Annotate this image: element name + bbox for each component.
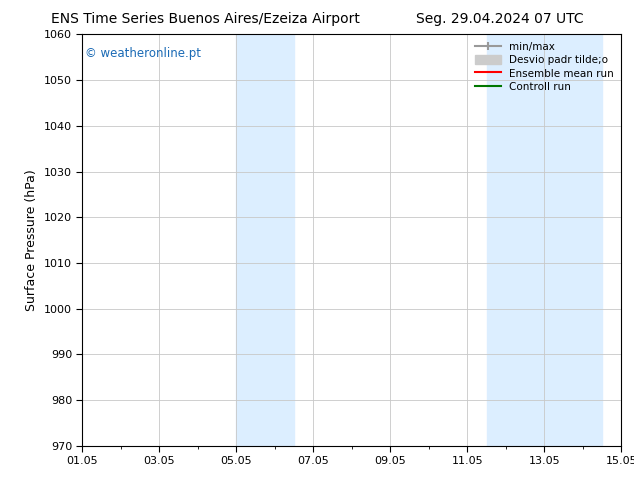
- Text: Seg. 29.04.2024 07 UTC: Seg. 29.04.2024 07 UTC: [416, 12, 583, 26]
- Bar: [487, 34, 602, 446]
- Y-axis label: Surface Pressure (hPa): Surface Pressure (hPa): [25, 169, 38, 311]
- Text: ENS Time Series Buenos Aires/Ezeiza Airport: ENS Time Series Buenos Aires/Ezeiza Airp…: [51, 12, 359, 26]
- Text: © weatheronline.pt: © weatheronline.pt: [85, 47, 201, 60]
- Legend: min/max, Desvio padr tilde;o, Ensemble mean run, Controll run: min/max, Desvio padr tilde;o, Ensemble m…: [470, 37, 618, 96]
- Bar: [236, 34, 294, 446]
